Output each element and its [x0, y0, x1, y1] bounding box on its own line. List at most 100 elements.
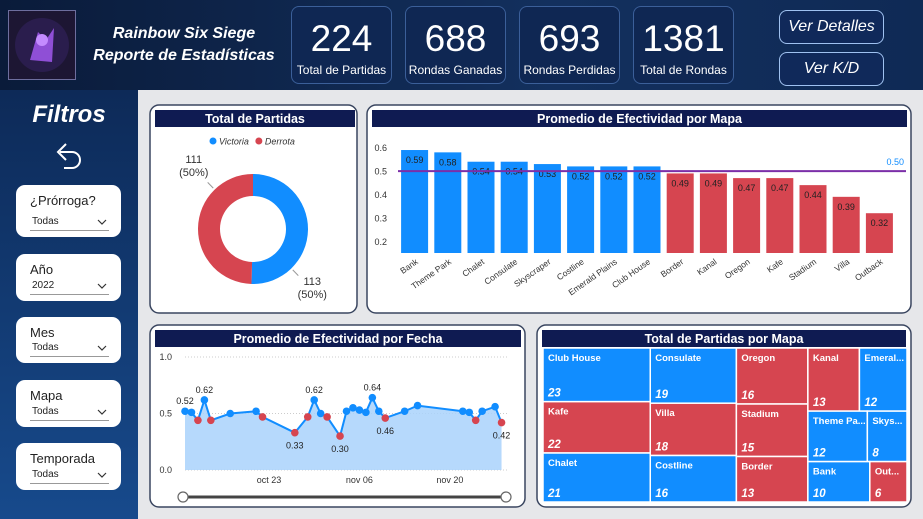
filter-dropdown[interactable]: Todas [30, 404, 109, 421]
filter-label: Año [30, 262, 54, 277]
label-box: 111 (50%) [179, 154, 208, 179]
x-tick-label: Kanal [695, 256, 719, 277]
kpi-label: Rondas Perdidas [523, 63, 616, 77]
filter-value: Todas [32, 469, 59, 480]
cell-value: 12 [864, 397, 877, 409]
treemap-cell [807, 460, 871, 503]
treemap-cell [542, 347, 651, 403]
cell-value: 19 [655, 389, 668, 401]
filter-dropdown[interactable]: Todas [30, 214, 109, 231]
x-tick-label: Stadium [787, 256, 818, 282]
filter-label: ¿Prórroga? [30, 193, 96, 208]
cell-value: 6 [875, 488, 882, 500]
point [336, 432, 344, 440]
cell-value: 8 [872, 448, 879, 460]
title: Rainbow Six Siege [112, 25, 256, 42]
label-box: 113 (50%) [298, 276, 327, 301]
data-label: 0.54 [505, 167, 523, 177]
kpi-value: 224 [310, 18, 373, 59]
treemap-cell [542, 452, 651, 503]
bar [633, 166, 661, 253]
kpi-value: 693 [538, 18, 601, 59]
x-tick-label: oct 23 [257, 475, 282, 485]
cell-value: 21 [547, 488, 561, 500]
back-button[interactable] [52, 140, 84, 170]
bar [832, 196, 860, 253]
sidebar-title: Filtros [32, 101, 106, 128]
x-tick-label: Club House [610, 256, 652, 290]
filter-label: Mes [30, 325, 55, 340]
bar [434, 152, 462, 253]
bar [533, 164, 561, 253]
x-tick-label: nov 06 [346, 475, 373, 485]
bar [799, 185, 827, 253]
x-tick-label: Bank [398, 256, 420, 276]
chevron [97, 219, 107, 225]
slider-handle[interactable] [177, 491, 189, 503]
header: Rainbow Six Siege Reporte de Estadística… [0, 0, 923, 90]
chevron-path [97, 345, 107, 351]
point [491, 402, 499, 411]
donut-slice [197, 174, 253, 284]
x-tick-label: Kafe [765, 256, 785, 274]
data-label: 0.52 [605, 171, 623, 181]
filter-dropdown[interactable]: 2022 [30, 278, 109, 295]
data-label: 0.52 [176, 396, 194, 406]
card-title: Total de Partidas por Mapa [645, 332, 805, 346]
filter-card: Año 2022 [16, 254, 121, 301]
cell-label: Club House [548, 353, 601, 364]
bar [699, 173, 727, 253]
filter-value: Todas [32, 406, 59, 417]
filter-dropdown[interactable]: Todas [30, 467, 109, 484]
point [375, 407, 383, 416]
x-tick-label: Theme Park [409, 256, 453, 291]
x-tick-label: Emerald Plains [566, 256, 619, 297]
kpi-card: 693 Rondas Perdidas [519, 6, 620, 84]
slider-handle[interactable] [500, 491, 512, 503]
nav-button[interactable]: Ver K/D [779, 52, 884, 86]
chevron [97, 472, 107, 478]
chevron [97, 283, 107, 289]
cell-label: Theme Pa... [813, 416, 866, 427]
legend-marker [255, 137, 263, 145]
y-tick-label: 1.0 [159, 352, 172, 362]
point [226, 409, 235, 418]
legend-marker [209, 137, 217, 145]
bar [567, 166, 595, 253]
filter-value: Todas [32, 342, 59, 353]
x-tick-label: Consulate [482, 256, 519, 286]
reference-label: 0.50 [886, 157, 904, 167]
kpi-label: Rondas Ganadas [408, 63, 503, 77]
cell-label: Stadium [741, 409, 778, 420]
point [368, 393, 377, 402]
treemap-cell [807, 410, 869, 463]
filter-card: Mes Todas [16, 317, 121, 363]
card-title-bar [155, 330, 521, 347]
data-label: 0.52 [638, 171, 656, 181]
chevron [97, 345, 107, 351]
kpi-value: 1381 [642, 18, 725, 59]
filter-dropdown[interactable]: Todas [30, 340, 109, 357]
nav-button[interactable]: Ver Detalles [779, 10, 884, 44]
data-label: 0.30 [331, 444, 349, 454]
point [478, 407, 486, 416]
data-label: 0.64 [364, 383, 382, 393]
treemap-cell [858, 347, 908, 412]
point [465, 408, 474, 417]
card [149, 324, 526, 508]
chevron-path [97, 409, 107, 415]
legend-label: Derrota [265, 137, 295, 147]
card-title-bar [372, 110, 907, 127]
x-tick-label: Costline [555, 256, 586, 282]
kpi-card: 1381 Total de Rondas [633, 6, 734, 84]
y-tick-label: 0.6 [374, 143, 387, 153]
sidebar: Filtros ¿Prórroga? Todas Año 2022 Mes Todas Ma… [0, 90, 138, 519]
point [400, 407, 409, 416]
point [413, 401, 422, 410]
card-title: Promedio de Efectividad por Fecha [233, 332, 443, 346]
cell-label: Kanal [813, 353, 839, 364]
chevron-path [97, 472, 107, 478]
legend-label: Victoria [219, 137, 249, 147]
card-title-bar [155, 110, 355, 127]
data-label: 0.58 [439, 157, 457, 167]
